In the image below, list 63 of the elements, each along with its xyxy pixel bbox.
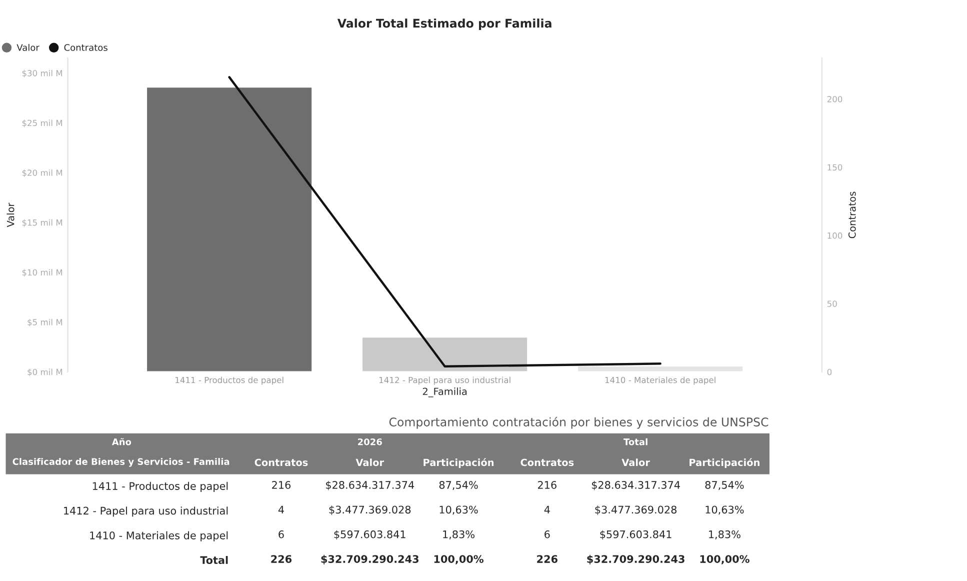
x-axis-title: 2_Familia [422,388,467,398]
text: Clasificador de Bienes y Servicios - Familia [12,458,230,467]
y-tick-label: $30 mil M [22,70,62,78]
text: 4 [544,506,550,514]
text: Año [112,438,132,446]
text: $597.603.841 [600,530,672,540]
x-tick-label: 1412 - Papel para uso industrial [379,376,510,385]
x-tick-label: 1410 - Materiales de papel [605,376,716,385]
y2-tick-label: 200 [827,96,842,102]
text: 1,83% [709,530,740,540]
y-tick-label: $15 mil M [22,219,62,227]
category-label: Contratos [254,458,308,466]
category-label: 1412 - Papel para uso industrial [64,506,228,517]
text: $597.603.841 [334,530,406,540]
y-tick-label: $5 mil M [28,318,62,326]
text: 87,54% [705,481,744,490]
text: Total [624,438,648,446]
bar [146,86,313,372]
legend-label: Valor [16,44,40,51]
text: $32.709.290.243 [587,554,684,564]
text: 100,00% [700,555,750,564]
text: 100,00% [434,555,484,564]
y-tick-label: $20 mil M [22,169,62,178]
text: 226 [271,555,292,563]
text: 226 [537,555,558,563]
category-label: Valor [356,458,384,466]
y2-tick-label: 0 [827,368,832,376]
text: Comportamiento contratación por bienes y servicios de UNSPSC [389,416,768,429]
text: 1,83% [443,530,474,540]
category-label: Total [200,556,228,564]
y-tick-label: $10 mil M [22,269,62,277]
text: $3.477.369.028 [595,506,677,515]
y-axis-title: Valor [6,202,14,228]
y-tick-label: $25 mil M [22,120,62,128]
text: $28.634.317.374 [326,480,414,490]
y2-tick-label: 100 [828,232,842,239]
text: 6 [544,530,550,538]
text: 87,54% [439,481,478,490]
category-label: Valor [622,458,650,466]
bar [361,336,528,372]
text: $3.477.369.028 [329,506,411,515]
chart-title: Valor Total Estimado por Familia [337,18,552,30]
text: 6 [278,530,284,538]
y2-axis-title: Contratos [848,192,856,238]
y-tick-label: $0 mil M [28,368,62,376]
category-label: Participación [690,458,760,468]
text: $28.634.317.374 [592,480,680,490]
text: 216 [272,481,291,489]
bar [576,365,744,372]
category-label: 1410 - Materiales de papel [90,531,228,542]
category-label: 1411 - Productos de papel [92,482,228,492]
y2-tick-label: 150 [828,164,842,171]
legend-label: Contratos [64,44,108,51]
text: 216 [538,481,556,489]
text: $32.709.290.243 [321,554,418,564]
y2-tick-label: 50 [827,300,837,307]
text: 10,63% [440,506,478,515]
text: 2026 [358,438,382,446]
x-tick-label: 1411 - Productos de papel [176,376,284,385]
text: 4 [278,506,284,514]
category-label: Participación [424,458,494,468]
text: 10,63% [706,506,744,515]
category-label: Contratos [520,458,574,466]
